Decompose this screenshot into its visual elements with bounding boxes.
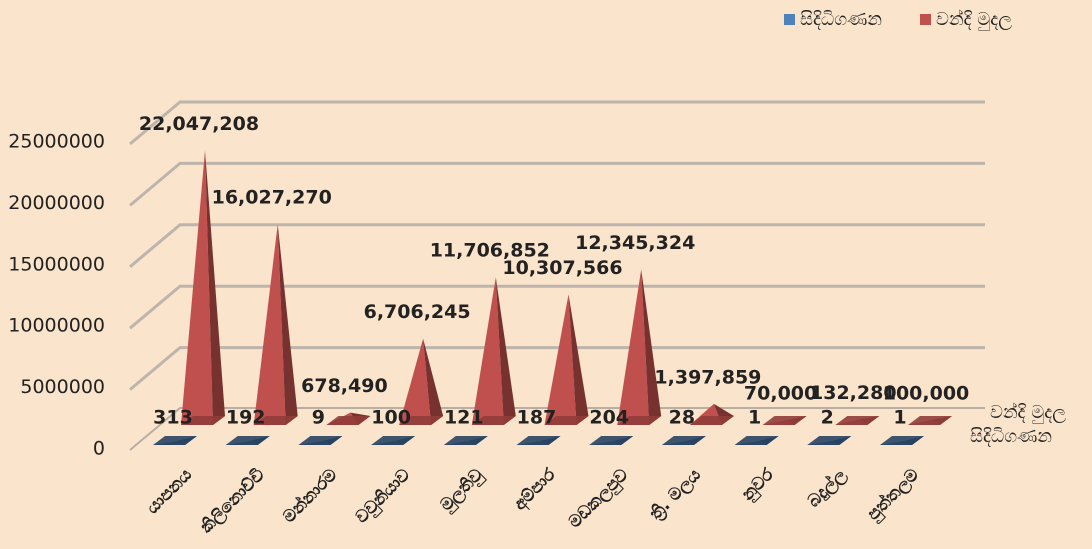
pyramid <box>443 436 488 445</box>
y-tick-label: 15000000 <box>8 253 105 275</box>
pyramid-base <box>181 416 225 425</box>
pyramid-base <box>617 416 662 425</box>
value-label: 313 <box>153 407 193 429</box>
value-label: 10,307,566 <box>502 257 622 279</box>
pyramid-front <box>181 150 213 425</box>
pyramid <box>661 436 706 445</box>
pyramid-front <box>399 338 432 425</box>
pyramid-side <box>205 150 225 425</box>
pyramid <box>253 224 298 425</box>
legend-swatch <box>920 14 931 25</box>
value-label: 1,397,859 <box>654 366 761 388</box>
value-label: 187 <box>517 407 557 429</box>
legend-swatch <box>784 14 795 25</box>
pyramid-base <box>153 436 197 445</box>
y-tick-label: 20000000 <box>8 192 105 214</box>
pyramid-base <box>544 416 589 425</box>
depth-label: වන්දි මුදල <box>990 402 1066 423</box>
value-label: 22,047,208 <box>139 113 259 135</box>
value-label: 121 <box>444 407 484 429</box>
pyramid-base <box>880 436 924 445</box>
y-tick-label: 0 <box>93 438 105 460</box>
pyramid <box>835 416 880 425</box>
pyramid-side <box>568 294 589 425</box>
pyramid-front <box>253 224 286 425</box>
pyramid-side <box>641 269 662 425</box>
pyramid <box>544 294 589 425</box>
pyramid-base <box>661 436 706 445</box>
pyramid <box>807 436 852 445</box>
pyramid-base <box>908 416 952 425</box>
depth-label: සිදිධිගණන <box>970 426 1052 447</box>
value-label: 11,706,852 <box>430 240 550 262</box>
pyramid-base <box>298 436 343 445</box>
value-label: 6,706,245 <box>364 301 471 323</box>
grid-line <box>129 161 985 207</box>
grid-line <box>129 100 985 146</box>
pyramid <box>880 436 924 445</box>
value-label: 28 <box>669 407 695 429</box>
pyramid-base <box>689 416 734 425</box>
pyramid <box>762 416 807 425</box>
value-label: 70,000 <box>744 383 817 405</box>
grid-line <box>129 284 985 330</box>
grid-line <box>129 346 985 391</box>
pyramid <box>225 436 270 445</box>
pyramid-base <box>399 416 444 425</box>
pyramid-side <box>495 277 516 425</box>
pyramid <box>516 436 561 445</box>
pyramid <box>471 277 516 425</box>
y-tick-label: 10000000 <box>8 315 105 337</box>
pyramid <box>326 412 371 425</box>
value-label: 9 <box>312 407 325 429</box>
pyramid <box>399 338 444 425</box>
pyramid-base <box>253 416 298 425</box>
pyramid <box>908 416 952 425</box>
value-label: 132,280 <box>810 382 897 404</box>
y-tick-label: 25000000 <box>8 131 105 153</box>
legend-label: සිදිධිගණන <box>800 9 882 30</box>
pyramid <box>589 436 634 445</box>
value-label: 1 <box>893 407 906 429</box>
value-label: 678,490 <box>301 375 388 397</box>
pyramid-base <box>734 436 779 445</box>
pyramid-base <box>835 416 880 425</box>
value-label: 12,345,324 <box>575 232 695 254</box>
pyramid-base <box>589 436 634 445</box>
pyramid-base <box>326 416 371 425</box>
y-tick-label: 5000000 <box>20 376 105 398</box>
value-label: 204 <box>589 407 629 429</box>
pyramid-front <box>544 294 577 425</box>
value-label: 2 <box>821 407 834 429</box>
pyramid-base <box>807 436 852 445</box>
pyramid-base <box>371 436 416 445</box>
pyramid-front <box>471 277 504 425</box>
pyramid-side <box>423 338 444 425</box>
pyramid <box>298 436 343 445</box>
pyramid <box>371 436 416 445</box>
pyramid-front <box>617 269 650 425</box>
pyramid <box>617 269 662 425</box>
grid-line <box>129 223 985 268</box>
pyramid-base <box>762 416 807 425</box>
pyramid <box>689 403 734 425</box>
value-label: 100,000 <box>883 382 970 404</box>
value-label: 16,027,270 <box>212 187 332 209</box>
value-label: 100 <box>371 407 411 429</box>
pyramid <box>181 150 225 425</box>
value-label: 1 <box>748 407 761 429</box>
pyramid-base <box>225 436 270 445</box>
legend-label: වන්දි මුදල <box>936 9 1012 30</box>
pyramid-side <box>277 224 298 425</box>
pyramid <box>153 436 197 445</box>
pyramid-base <box>443 436 488 445</box>
pyramid-base <box>516 436 561 445</box>
pyramid <box>734 436 779 445</box>
pyramid-base <box>471 416 516 425</box>
value-label: 192 <box>226 407 266 429</box>
